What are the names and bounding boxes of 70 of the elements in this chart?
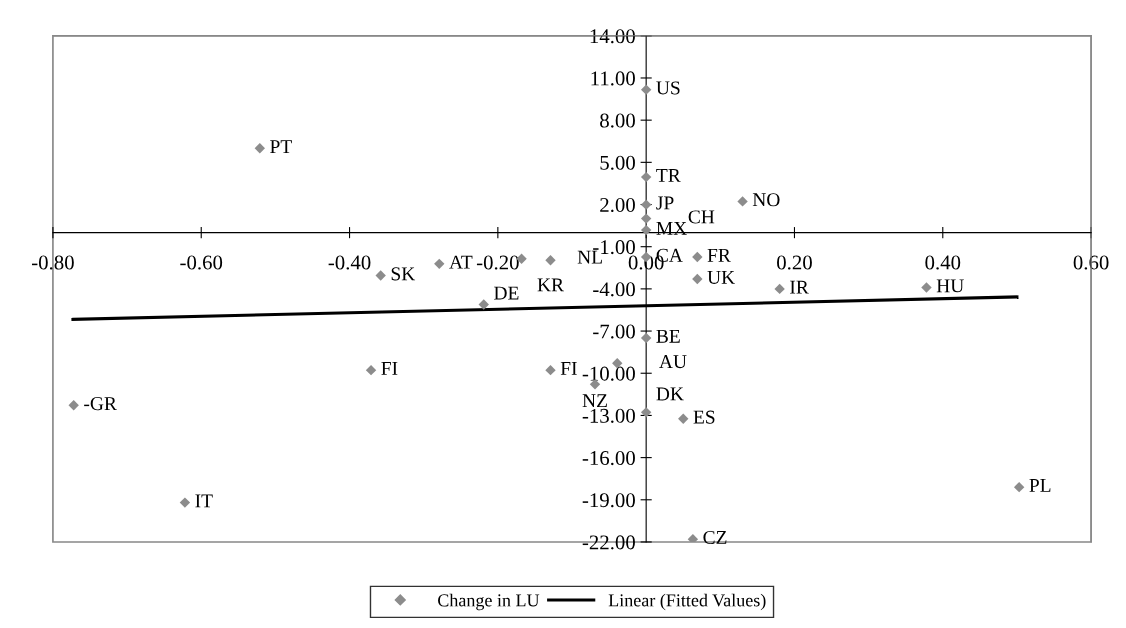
x-tick-label: -0.80	[32, 255, 74, 270]
point	[687, 533, 699, 542]
point	[375, 270, 386, 281]
point	[774, 283, 785, 295]
annotation: SK	[391, 267, 416, 281]
x-tick-label: 0.60	[1073, 255, 1109, 270]
annotation: TR	[656, 169, 681, 182]
annotation: UK	[707, 270, 735, 284]
y-tick-label: 5.00	[600, 155, 635, 170]
point	[545, 364, 556, 376]
point	[478, 299, 489, 310]
point	[640, 213, 652, 224]
point	[434, 258, 445, 270]
point	[640, 171, 652, 183]
annotation: IT	[195, 494, 213, 508]
annotation: IR	[790, 280, 809, 294]
annotation: PL	[1029, 479, 1051, 492]
point	[365, 364, 377, 376]
point	[640, 332, 652, 344]
y-tick-label: 2.00	[600, 197, 635, 213]
point	[1013, 481, 1025, 493]
point	[640, 84, 652, 95]
annotation: JP	[656, 196, 674, 210]
annotation: KR	[537, 278, 564, 292]
annotation: AT	[449, 255, 473, 269]
annotation: -GR	[84, 397, 117, 411]
point	[921, 282, 932, 293]
point	[678, 413, 689, 424]
annotation: CZ	[703, 530, 727, 545]
point	[640, 199, 652, 210]
annotation: CH	[688, 210, 715, 224]
x-tick-label: -0.20	[476, 255, 519, 270]
annotation: DK	[656, 387, 684, 401]
y-tick-label: -7.00	[593, 324, 635, 339]
y-tick-label: 14.00	[590, 29, 635, 44]
legend-label: Change in LU	[438, 593, 540, 611]
y-tick-label: -22.00	[582, 535, 635, 550]
point	[640, 224, 652, 236]
x-tick-label: 0.20	[777, 255, 812, 270]
y-tick-label: 11.00	[591, 71, 635, 86]
point	[692, 251, 703, 263]
y-tick-label: -13.00	[582, 408, 635, 423]
point	[254, 143, 266, 154]
x-tick-label: -0.60	[180, 255, 223, 270]
annotation: FI	[381, 362, 398, 375]
annotation: DE	[494, 286, 519, 300]
x-tick-label: -0.40	[328, 255, 371, 270]
point	[737, 196, 748, 207]
annotation: ES	[693, 410, 715, 424]
point	[179, 497, 191, 508]
annotation: NZ	[582, 394, 607, 408]
point	[545, 255, 556, 266]
annotation: BE	[656, 329, 680, 343]
annotation: FI	[560, 362, 577, 375]
point	[692, 273, 703, 285]
y-tick-label: -4.00	[593, 282, 635, 297]
y-tick-label: -10.00	[582, 366, 635, 381]
annotation: NO	[752, 193, 780, 207]
y-tick-label: 8.00	[600, 113, 635, 128]
annotation: PT	[270, 140, 292, 153]
point	[640, 407, 652, 418]
point	[68, 400, 79, 411]
annotation: AU	[659, 355, 687, 369]
y-tick-label: -16.00	[582, 450, 635, 466]
annotation: FR	[707, 248, 731, 262]
legend-label: Linear (Fitted Values)	[608, 593, 766, 611]
annotation: US	[656, 81, 680, 95]
x-tick-label: 0.40	[925, 255, 961, 270]
y-tick-label: -19.00	[582, 493, 635, 508]
annotation: HU	[936, 279, 964, 293]
